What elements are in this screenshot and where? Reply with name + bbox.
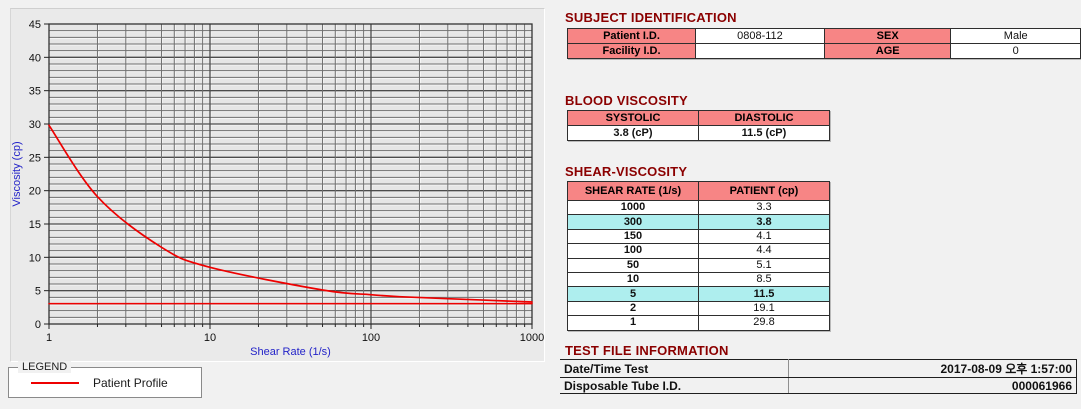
viscosity-chart-panel: 0 5 10 15 20 25 30 35 40 45 1 10 100 1000 Shear Rate (… xyxy=(10,8,545,362)
shear-rate-cell: 50 xyxy=(567,257,699,273)
patient-cp-cell: 3.8 xyxy=(698,214,830,230)
table-row: Date/Time Test 2017-08-09 오후 1:57:00 xyxy=(560,359,1077,378)
shear-rate-cell: 1000 xyxy=(567,199,699,216)
disposable-tube-id-value: 000061966 xyxy=(788,377,1077,394)
shear-viscosity-row: 1000 3.3 xyxy=(567,199,830,216)
facility-id-label: Facility I.D. xyxy=(566,43,697,59)
shear-viscosity-row: 2 19.1 xyxy=(567,300,830,317)
y-tick-label: 5 xyxy=(35,286,41,298)
age-value: 0 xyxy=(950,43,1081,59)
legend-title: LEGEND xyxy=(18,361,72,373)
systolic-header: SYSTOLIC xyxy=(567,110,699,126)
legend-entry-label: Patient Profile xyxy=(93,375,168,390)
patient-cp-cell: 19.1 xyxy=(698,300,830,317)
plot-area xyxy=(49,24,532,324)
subject-identification-title: SUBJECT IDENTIFICATION xyxy=(565,10,737,25)
shear-rate-cell: 1 xyxy=(567,315,699,331)
disposable-tube-id-label: Disposable Tube I.D. xyxy=(560,377,789,394)
shear-rate-cell: 100 xyxy=(567,243,699,259)
y-tick-label: 15 xyxy=(29,219,41,231)
table-header-row: SHEAR RATE (1/s) PATIENT (cp) xyxy=(567,181,830,201)
x-tick-label: 1000 xyxy=(520,332,544,344)
shear-viscosity-row: 1 29.8 xyxy=(567,315,830,331)
patient-cp-cell: 8.5 xyxy=(698,271,830,288)
x-tick-label: 100 xyxy=(362,332,380,344)
patient-cp-cell: 11.5 xyxy=(698,286,830,302)
patient-cp-header: PATIENT (cp) xyxy=(698,181,830,201)
facility-id-value xyxy=(695,43,825,59)
patient-id-value: 0808-112 xyxy=(695,28,825,44)
y-tick-label: 10 xyxy=(29,252,41,264)
date-time-test-label: Date/Time Test xyxy=(560,359,789,378)
plot-border xyxy=(48,23,533,325)
shear-viscosity-table: SHEAR RATE (1/s) PATIENT (cp) 1000 3.3 300… xyxy=(567,181,830,331)
table-row: Patient I.D. 0808-112 SEX Male xyxy=(566,28,1081,44)
blood-viscosity-title: BLOOD VISCOSITY xyxy=(565,93,688,108)
sex-label: SEX xyxy=(823,28,952,44)
shear-viscosity-row: 300 3.8 xyxy=(567,214,830,230)
shear-rate-header: SHEAR RATE (1/s) xyxy=(567,181,699,201)
shear-rate-cell: 300 xyxy=(567,214,699,230)
age-label: AGE xyxy=(823,43,952,59)
blood-viscosity-table: SYSTOLIC DIASTOLIC 3.8 (cP) 11.5 (cP) xyxy=(567,110,830,141)
diastolic-header: DIASTOLIC xyxy=(698,110,830,126)
test-file-information-table: Date/Time Test 2017-08-09 오후 1:57:00 Dis… xyxy=(560,359,1077,394)
y-tick-label: 0 xyxy=(35,319,41,331)
y-tick-label: 40 xyxy=(29,52,41,64)
diastolic-value: 11.5 (cP) xyxy=(698,125,830,141)
shear-viscosity-row: 10 8.5 xyxy=(567,271,830,288)
patient-id-label: Patient I.D. xyxy=(566,28,697,44)
shear-viscosity-row: 50 5.1 xyxy=(567,257,830,273)
shear-rate-cell: 2 xyxy=(567,300,699,317)
shear-rate-cell: 5 xyxy=(567,286,699,302)
patient-cp-cell: 3.3 xyxy=(698,199,830,216)
shear-viscosity-row: 150 4.1 xyxy=(567,228,830,245)
table-row: 3.8 (cP) 11.5 (cP) xyxy=(567,125,830,141)
y-tick-label: 45 xyxy=(29,19,41,31)
patient-cp-cell: 5.1 xyxy=(698,257,830,273)
x-tick-label: 10 xyxy=(204,332,216,344)
shear-viscosity-body: 1000 3.3 300 3.8 150 4.1 100 4.4 50 5.1 10 8.5 5 11.5… xyxy=(567,199,830,331)
sex-value: Male xyxy=(950,28,1081,44)
patient-profile-curve xyxy=(48,124,533,303)
x-axis-title: Shear Rate (1/s) xyxy=(250,346,331,358)
patient-cp-cell: 29.8 xyxy=(698,315,830,331)
table-row: Disposable Tube I.D. 000061966 xyxy=(560,377,1077,394)
table-row: Facility I.D. AGE 0 xyxy=(566,43,1081,59)
shear-viscosity-row: 5 11.5 xyxy=(567,286,830,302)
chart-legend: LEGEND Patient Profile xyxy=(8,361,202,398)
y-tick-label: 20 xyxy=(29,186,41,198)
patient-profile-line-swatch xyxy=(31,381,79,384)
test-file-information-title: TEST FILE INFORMATION xyxy=(565,343,729,358)
y-tick-label: 30 xyxy=(29,119,41,131)
y-axis-title: Viscosity (cp) xyxy=(11,141,23,206)
shear-viscosity-title: SHEAR-VISCOSITY xyxy=(565,164,688,179)
systolic-value: 3.8 (cP) xyxy=(567,125,699,141)
shear-rate-cell: 10 xyxy=(567,271,699,288)
subject-identification-table: Patient I.D. 0808-112 SEX Male Facility … xyxy=(566,28,1081,59)
date-time-test-value: 2017-08-09 오후 1:57:00 xyxy=(788,359,1077,378)
y-tick-label: 35 xyxy=(29,86,41,98)
shear-rate-cell: 150 xyxy=(567,228,699,245)
table-row: SYSTOLIC DIASTOLIC xyxy=(567,110,830,126)
patient-cp-cell: 4.4 xyxy=(698,243,830,259)
shear-viscosity-chart: 0 5 10 15 20 25 30 35 40 45 1 10 100 1000 Shear Rate (… xyxy=(11,19,544,358)
patient-cp-cell: 4.1 xyxy=(698,228,830,245)
y-tick-label: 25 xyxy=(29,152,41,164)
shear-viscosity-row: 100 4.4 xyxy=(567,243,830,259)
x-tick-label: 1 xyxy=(46,332,52,344)
